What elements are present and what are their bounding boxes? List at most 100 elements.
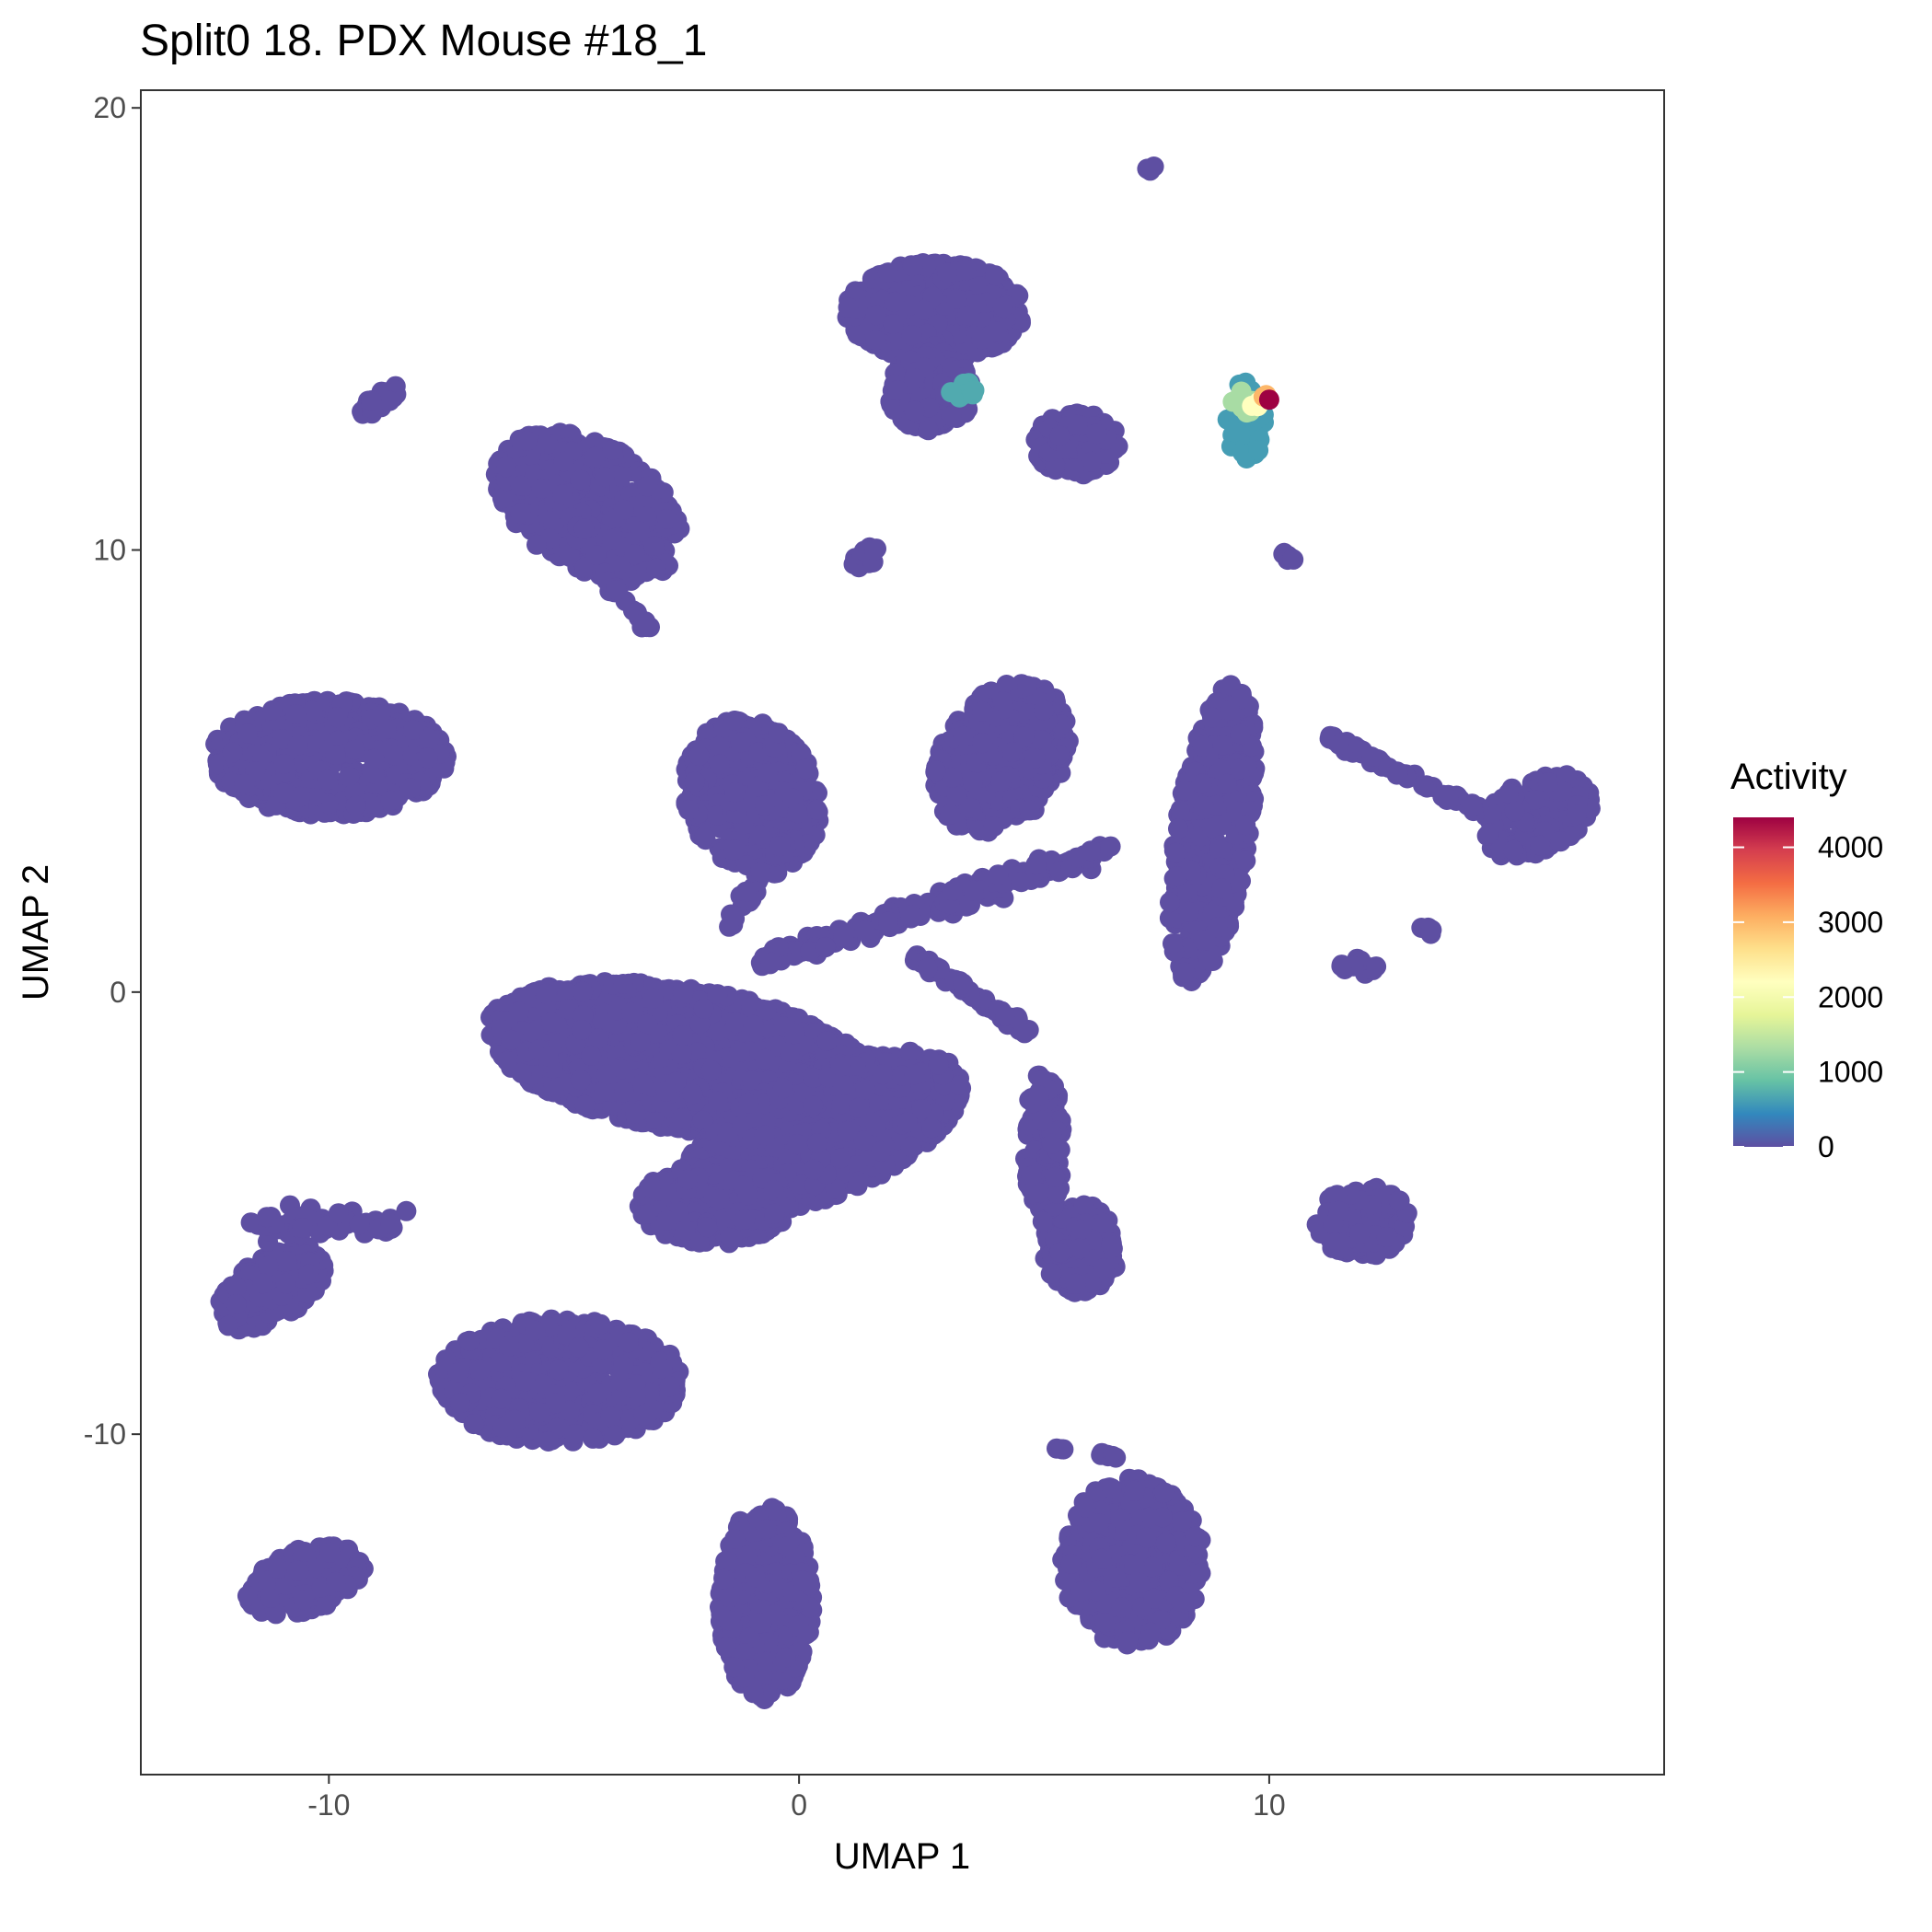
- scatter-point: [709, 1188, 730, 1209]
- scatter-point: [399, 778, 421, 799]
- scatter-point: [222, 742, 243, 763]
- scatter-point: [585, 545, 607, 566]
- scatter-point: [677, 1169, 699, 1190]
- scatter-point: [830, 1148, 851, 1169]
- scatter-point: [646, 558, 666, 579]
- scatter-point: [743, 1014, 764, 1035]
- scatter-point: [602, 439, 623, 460]
- scatter-point: [581, 1045, 602, 1066]
- scatter-point: [510, 475, 531, 496]
- scatter-point: [672, 1025, 693, 1047]
- scatter-point: [497, 1050, 518, 1071]
- scatter-point: [900, 1136, 921, 1157]
- scatter-point: [772, 1078, 793, 1099]
- scatter-point: [384, 745, 405, 766]
- scatter-point: [904, 1064, 925, 1085]
- scatter-point: [855, 1079, 876, 1100]
- scatter-point: [596, 1064, 617, 1085]
- scatter-point: [722, 1228, 743, 1249]
- scatter-point: [492, 488, 513, 509]
- scatter-point: [364, 748, 385, 769]
- scatter-point: [302, 700, 323, 722]
- scatter-point: [697, 1217, 718, 1238]
- scatter-point: [672, 984, 693, 1004]
- scatter-point: [837, 1121, 858, 1142]
- scatter-point: [737, 1185, 758, 1206]
- scatter-point: [873, 1064, 893, 1085]
- scatter-point: [735, 1209, 756, 1230]
- scatter-point: [928, 1054, 949, 1075]
- scatter-point: [339, 766, 360, 787]
- scatter-point: [729, 1041, 750, 1062]
- scatter-point: [369, 706, 390, 727]
- scatter-point: [552, 484, 573, 505]
- scatter-point: [847, 1175, 868, 1197]
- scatter-point: [531, 478, 552, 499]
- scatter-point: [538, 1047, 559, 1067]
- scatter-point: [252, 745, 273, 765]
- scatter-point: [543, 1080, 564, 1101]
- scatter-point: [573, 518, 595, 539]
- scatter-point: [417, 747, 438, 769]
- scatter-point: [364, 763, 385, 784]
- scatter-point: [234, 773, 255, 794]
- scatter-point: [594, 467, 615, 488]
- scatter-point: [273, 782, 294, 804]
- scatter-point: [419, 728, 440, 749]
- scatter-point: [671, 1108, 692, 1129]
- scatter-point: [620, 1001, 642, 1023]
- scatter-point: [541, 1012, 561, 1033]
- scatter-point: [624, 544, 645, 565]
- scatter-point: [803, 1159, 824, 1180]
- scatter-point: [738, 1093, 759, 1114]
- scatter-point: [764, 1203, 785, 1224]
- scatter-point: [754, 1125, 775, 1146]
- scatter-point: [831, 1093, 852, 1115]
- scatter-point: [700, 1059, 722, 1081]
- scatter-point: [570, 1070, 591, 1091]
- scatter-point: [637, 476, 658, 497]
- scatter-point: [516, 430, 538, 451]
- scatter-point: [380, 790, 401, 811]
- scatter-point: [601, 528, 622, 550]
- scatter-point: [784, 1024, 805, 1045]
- scatter-point: [682, 1083, 703, 1105]
- scatter-point: [780, 1041, 801, 1062]
- scatter-point: [807, 1133, 828, 1153]
- scatter-point: [501, 1029, 521, 1050]
- scatter-point: [630, 1031, 651, 1052]
- scatter-point: [613, 1082, 634, 1103]
- scatter-point: [536, 983, 557, 1004]
- scatter-point: [327, 707, 348, 728]
- scatter-point: [273, 754, 295, 774]
- scatter-point: [632, 1073, 654, 1094]
- scatter-point: [571, 1019, 592, 1040]
- scatter-point: [526, 534, 547, 555]
- scatter-point: [787, 1134, 807, 1155]
- scatter-point: [675, 1221, 696, 1241]
- scatter-points: [205, 156, 1601, 1709]
- scatter-point: [325, 745, 346, 766]
- scatter-point: [237, 723, 258, 744]
- scatter-point: [656, 1209, 677, 1231]
- chart-title: Split0 18. PDX Mouse #18_1: [140, 17, 707, 65]
- scatter-point: [671, 1044, 692, 1065]
- scatter-point: [287, 735, 308, 756]
- scatter-point: [640, 1176, 661, 1197]
- scatter-point: [496, 457, 516, 478]
- scatter-point: [803, 1095, 824, 1116]
- scatter-point: [625, 1103, 646, 1124]
- scatter-point: [830, 1056, 851, 1077]
- scatter-point: [345, 795, 366, 816]
- scatter-point: [613, 974, 633, 994]
- scatter-point: [403, 719, 424, 740]
- scatter-point: [613, 499, 634, 520]
- scatter-point: [643, 536, 665, 556]
- scatter-point: [344, 739, 365, 760]
- scatter-point: [655, 1081, 677, 1102]
- scatter-point: [510, 503, 531, 525]
- scatter-point: [899, 1041, 920, 1062]
- scatter-point: [570, 469, 591, 491]
- scatter-point: [921, 1117, 943, 1139]
